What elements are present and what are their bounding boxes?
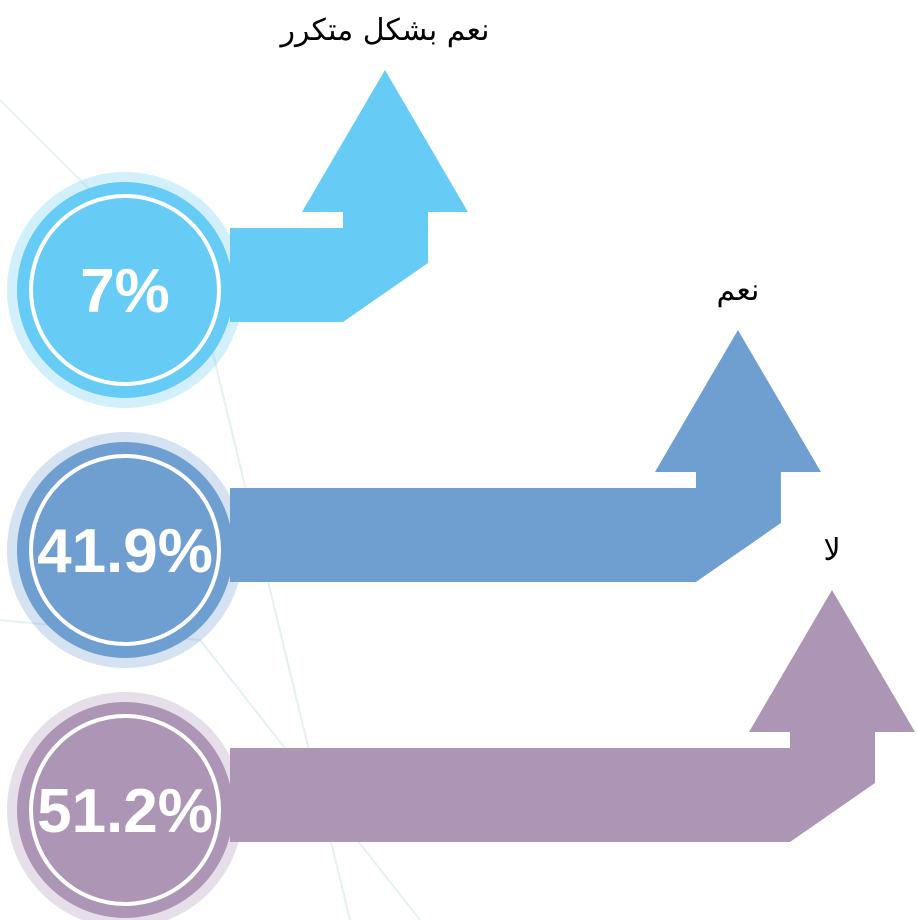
value-label: 51.2%: [37, 777, 213, 846]
circle-ring: [29, 454, 221, 646]
circle-ring: [29, 194, 221, 386]
circle: [17, 182, 233, 398]
category-label: نعم بشكل متكرر: [279, 13, 490, 48]
circle: [17, 442, 233, 658]
value-label: 41.9%: [37, 517, 213, 586]
circle-ring: [29, 714, 221, 906]
arrow: [230, 70, 468, 322]
circle: [17, 702, 233, 918]
arrow: [230, 590, 915, 842]
value-label: 7%: [80, 257, 170, 326]
category-label: نعم: [717, 273, 760, 308]
category-label: لا: [823, 533, 840, 568]
arrow: [230, 330, 821, 582]
